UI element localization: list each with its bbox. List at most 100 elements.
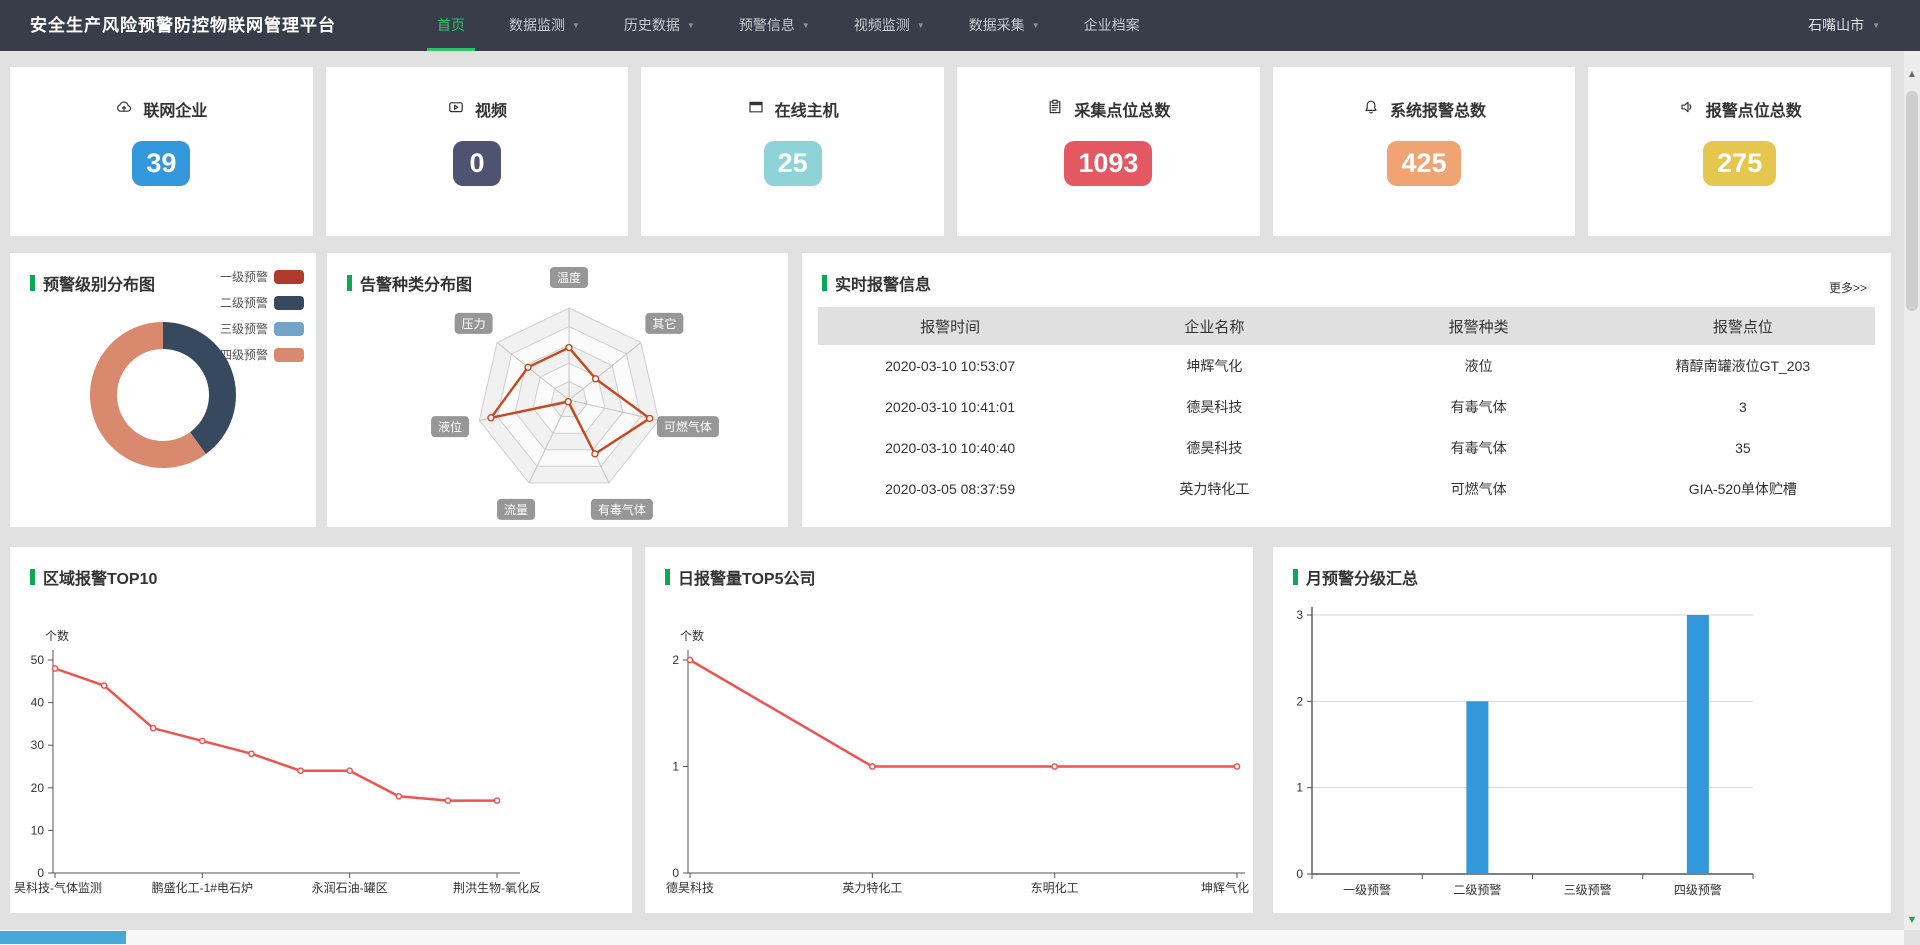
panel-title-text: 告警种类分布图 [360,277,473,294]
nav-item-monitor[interactable]: 数据监测 ▼ [487,0,602,51]
radar-axis-label: 可燃气体 [656,416,719,438]
panel-alarm-type-radar: 告警种类分布图 温度 其它 可燃气体 有毒气体 流量 液位 压力 [327,253,788,527]
nav-item-home[interactable]: 首页 [415,0,487,51]
chevron-down-icon: ▼ [572,21,580,30]
stat-card: 联网企业 39 [10,67,313,236]
stat-card-label: 系统报警总数 [1390,103,1487,120]
stat-badge-value: 1093 [1064,141,1153,186]
table-cell: 德昊科技 [1186,398,1243,415]
svg-text:温度: 温度 [557,270,581,285]
table-cell: 2020-03-10 10:40:40 [885,439,1016,456]
region-selector[interactable]: 石嘴山市 ▼ [1808,0,1880,51]
table-cell: 35 [1735,439,1751,456]
radar-axis-label: 温度 [550,267,588,288]
svg-text:个数: 个数 [45,628,69,643]
monthly-summary-bar-chart: 0 1 2 3 一级预警 二级预警 三级预警 四级预警 [1296,607,1754,897]
realtime-alarm-table: 报警时间 企业名称 报警种类 报警点位 2020-03-10 10:53:07 坤辉气化… [818,307,1875,509]
table-header-cell: 报警种类 [1448,318,1509,336]
svg-text:10: 10 [31,823,45,837]
panel-title: 日报警量TOP5公司 [665,565,816,589]
svg-text:四级预警: 四级预警 [1674,882,1722,897]
svg-text:德昊科技: 德昊科技 [666,880,714,895]
svg-text:20: 20 [31,781,45,795]
stat-card-head: 系统报警总数 [1273,97,1576,121]
nav-item-warning[interactable]: 预警信息 ▼ [717,0,832,51]
panel-title-text: 区域报警TOP10 [43,571,158,588]
stat-card-head: 在线主机 [641,97,944,121]
table-cell: GIA-520单体贮槽 [1688,480,1797,497]
vertical-scrollbar[interactable]: ▲ ▼ [1904,51,1920,930]
panel-title-text: 日报警量TOP5公司 [678,571,816,588]
app-title: 安全生产风险预警防控物联网管理平台 [30,16,336,35]
horizontal-scrollbar-thumb[interactable] [0,931,126,944]
panel-title-text: 月预警分级汇总 [1306,571,1419,588]
svg-text:有毒气体: 有毒气体 [598,502,646,517]
stat-card: 系统报警总数 425 [1272,67,1576,236]
legend-label: 二级预警 [219,296,268,310]
video-icon [447,98,465,121]
scroll-up-icon[interactable]: ▲ [1907,69,1917,80]
stat-badge-wrap: 39 [10,141,313,186]
radar-axis-label: 流量 [497,498,536,520]
svg-text:2: 2 [1296,694,1303,708]
panel-title: 实时报警信息 [822,271,931,295]
nav-item-label: 企业档案 [1083,17,1140,33]
title-accent-bar [665,569,670,585]
nav-item-label: 历史数据 [623,17,680,33]
svg-text:东明化工: 东明化工 [1031,881,1079,895]
svg-text:0: 0 [1296,867,1303,881]
stat-card-label: 联网企业 [143,103,208,120]
nav-item-collect[interactable]: 数据采集 ▼ [947,0,1062,51]
svg-text:鹏盛化工-1#电石炉: 鹏盛化工-1#电石炉 [152,880,253,895]
stat-card-label: 报警点位总数 [1705,103,1802,120]
legend-item[interactable]: 四级预警 [220,346,304,363]
table-row: 2020-03-10 10:40:40 德昊科技 有毒气体 35 [818,427,1875,468]
scroll-down-icon[interactable]: ▼ [1906,914,1918,926]
legend-item[interactable]: 三级预警 [220,320,304,337]
more-link[interactable]: 更多>> [1828,281,1867,295]
nav-item-enterprise[interactable]: 企业档案 [1062,0,1162,51]
region-label: 石嘴山市 [1808,17,1865,33]
legend-swatch [274,269,304,284]
panel-monthly-summary: 月预警分级汇总 0 1 2 3 一级预警 二级预警 三级预警 四级预警 [1273,547,1891,913]
svg-text:可燃气体: 可燃气体 [664,419,712,434]
table-header-cell: 企业名称 [1184,318,1245,336]
table-row: 2020-03-05 08:37:59 英力特化工 可燃气体 GIA-520单体贮槽 [818,468,1875,509]
table-cell: 液位 [1464,357,1493,374]
stat-badge-wrap: 0 [326,141,629,186]
svg-text:压力: 压力 [462,317,486,331]
stat-badge-wrap: 275 [1588,141,1891,186]
chevron-down-icon: ▼ [1872,21,1880,30]
horizontal-scrollbar[interactable] [0,930,1904,945]
stat-badge-wrap: 425 [1273,141,1576,186]
svg-text:30: 30 [31,738,45,752]
panel-title-text: 实时报警信息 [835,277,932,294]
legend-item[interactable]: 一级预警 [220,268,304,285]
nav-item-video[interactable]: 视频监测 ▼ [832,0,947,51]
vertical-scrollbar-thumb[interactable] [1906,91,1918,311]
table-cell: 坤辉气化 [1186,357,1243,374]
svg-text:40: 40 [31,696,45,710]
nav-item-label: 数据采集 [968,17,1025,33]
panel-realtime-alarms: 实时报警信息 更多>> 报警时间 企业名称 报警种类 报警点位 2020-03-10 … [802,253,1891,527]
stat-badge-value: 0 [453,141,501,186]
nav-item-history[interactable]: 历史数据 ▼ [602,0,717,51]
host-icon [747,98,765,121]
table-cell: 2020-03-10 10:53:07 [885,357,1016,374]
svg-text:2: 2 [672,653,679,667]
svg-text:0: 0 [37,866,44,880]
table-row: 2020-03-10 10:53:07 坤辉气化 液位 精醇南罐液位GT_203 [818,345,1875,386]
title-accent-bar [347,275,352,291]
stat-card-head: 采集点位总数 [957,97,1260,121]
radar-axis-label: 压力 [454,312,493,334]
svg-text:一级预警: 一级预警 [1343,882,1391,897]
radar-axis-label: 有毒气体 [590,498,653,520]
table-cell: 2020-03-10 10:41:01 [885,398,1016,415]
legend-label: 一级预警 [219,270,268,284]
stat-card-label: 视频 [475,103,508,120]
legend-item[interactable]: 二级预警 [220,294,304,311]
svg-text:个数: 个数 [680,628,704,643]
